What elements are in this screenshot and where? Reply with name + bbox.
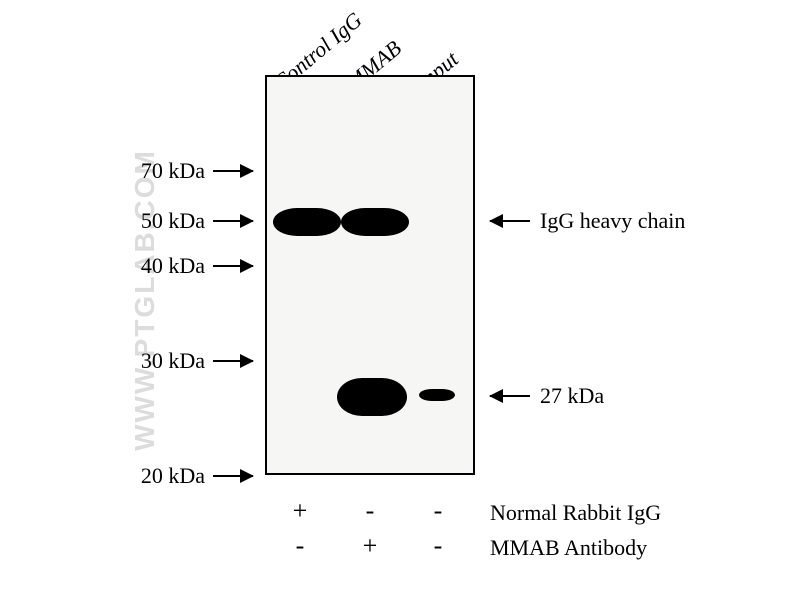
pm-r1-l2: - [350, 496, 390, 526]
mw-50: 50 kDa [115, 208, 205, 234]
mw-30: 30 kDa [115, 348, 205, 374]
label-mmab-antibody: MMAB Antibody [490, 535, 647, 561]
mw-arrow-40 [213, 265, 253, 267]
annot-arrow-27 [490, 395, 530, 397]
blot-image [265, 75, 475, 475]
pm-r1-l3: - [418, 496, 458, 526]
annot-27: 27 kDa [540, 383, 604, 409]
band-igg-lane2 [341, 208, 409, 236]
blot-inner [267, 77, 473, 473]
band-27-lane3 [419, 389, 455, 401]
annot-igg: IgG heavy chain [540, 208, 685, 234]
mw-40: 40 kDa [115, 253, 205, 279]
mw-arrow-50 [213, 220, 253, 222]
mw-arrow-70 [213, 170, 253, 172]
mw-20: 20 kDa [115, 463, 205, 489]
pm-r2-l3: - [418, 531, 458, 561]
mw-70: 70 kDa [115, 158, 205, 184]
band-27-lane2 [337, 378, 407, 416]
figure-container: WWW.PTGLAB.COM Control IgG MMAB Input 70… [0, 0, 800, 600]
mw-arrow-20 [213, 475, 253, 477]
pm-r2-l2: + [350, 531, 390, 561]
watermark-text: WWW.PTGLAB.COM [129, 149, 161, 451]
mw-arrow-30 [213, 360, 253, 362]
label-rabbit-igg: Normal Rabbit IgG [490, 500, 661, 526]
pm-r2-l1: - [280, 531, 320, 561]
pm-r1-l1: + [280, 496, 320, 526]
annot-arrow-igg [490, 220, 530, 222]
band-igg-lane1 [273, 208, 341, 236]
